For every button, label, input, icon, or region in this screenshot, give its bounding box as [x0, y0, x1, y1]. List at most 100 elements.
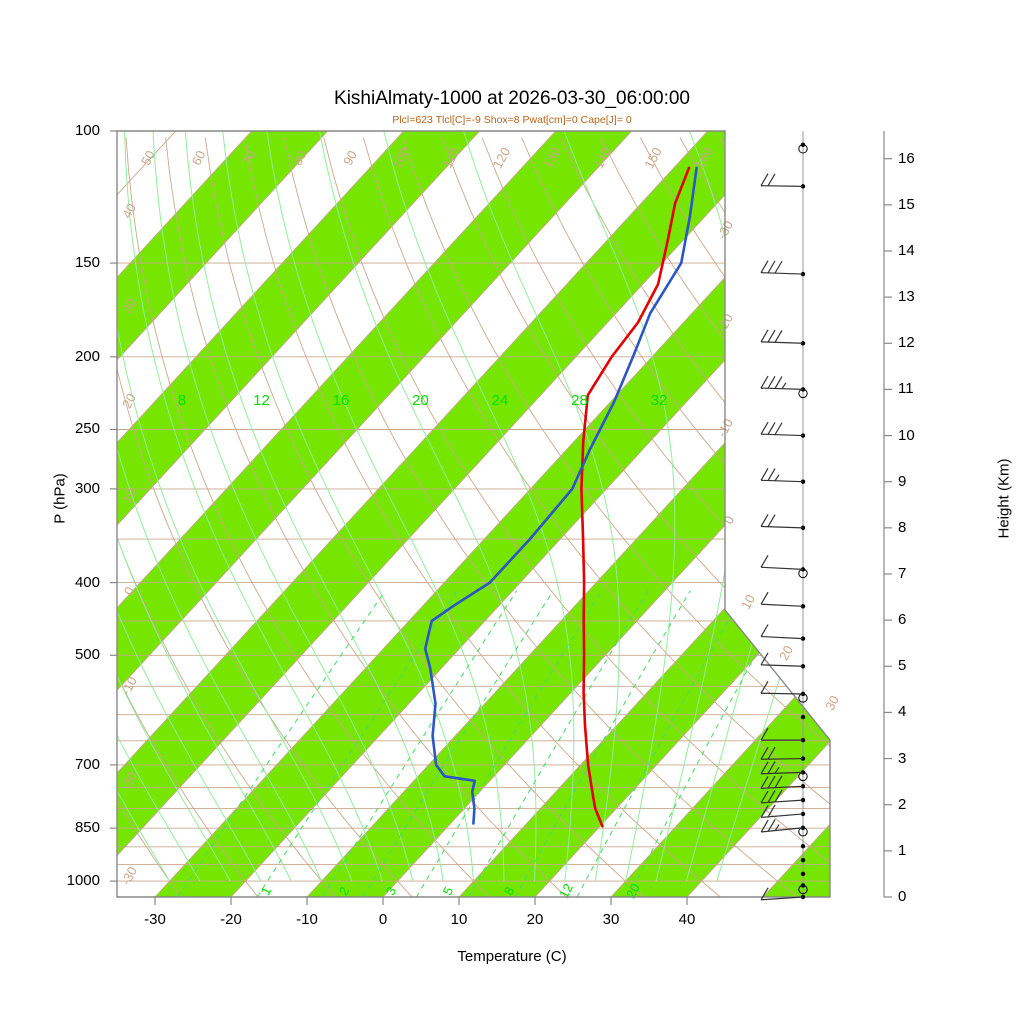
- wind-barb-full: [774, 775, 783, 788]
- dry-adiabat: [165, 137, 567, 897]
- theta-label: 120: [490, 145, 513, 171]
- pressure-tick-label: 500: [74, 646, 100, 664]
- wind-barb-full: [767, 746, 776, 760]
- wind-point: [800, 871, 806, 877]
- dry-adiabat: [244, 137, 721, 897]
- height-tick-label: 16: [898, 149, 915, 167]
- moist-adiabat: [563, 131, 676, 882]
- isotherm-label-left: 20: [119, 391, 139, 411]
- dry-adiabat: [117, 137, 182, 897]
- isotherm-label-right: 10: [738, 592, 758, 612]
- isotherm-label-left: 10: [119, 486, 139, 506]
- isotherm-value-label: 20: [412, 392, 429, 409]
- theta-label: 60: [189, 148, 209, 168]
- shading-band: [117, 131, 784, 897]
- mixing-ratio-line: [362, 590, 554, 897]
- height-tick-label: 11: [898, 380, 914, 398]
- height-tick-label: 2: [898, 795, 907, 813]
- wind-barb-full: [774, 376, 783, 389]
- height-tick-label: 14: [898, 241, 915, 259]
- height-tick-label: 0: [898, 888, 907, 905]
- temperature-profile: [580, 166, 691, 828]
- theta-label: 80: [290, 148, 310, 168]
- wind-barb-full: [767, 514, 776, 527]
- wind-barb-full: [774, 789, 783, 803]
- wind-barb-half: [774, 767, 780, 774]
- theta-label: 70: [239, 148, 259, 168]
- pressure-tick-label: 700: [74, 755, 100, 773]
- wind-barb-shaft: [761, 896, 804, 901]
- wind-barb-full: [760, 375, 769, 389]
- dry-adiabat: [521, 137, 830, 897]
- isotherm-line: [117, 131, 253, 897]
- isotherm-label-left: 0: [121, 584, 138, 597]
- moist-adiabat: [266, 131, 505, 882]
- wind-barb-full: [760, 554, 769, 568]
- isotherm-line: [762, 131, 830, 897]
- wind-barb-half: [774, 824, 780, 831]
- moist-adiabat: [124, 131, 383, 882]
- dry-adiabat: [481, 137, 830, 897]
- wind-barb-shaft: [760, 185, 804, 187]
- dry-adiabat: [323, 137, 830, 897]
- moist-adiabat: [319, 131, 537, 882]
- temperature-tick-label: 10: [450, 911, 468, 928]
- subtitle-indices: Plcl=623 Tlcl[C]=-9 Shox=8 Pwat[cm]=0 Ca…: [392, 114, 632, 126]
- wind-barb-full: [760, 421, 769, 435]
- wind-barb-shaft: [760, 692, 804, 695]
- pressure-tick-label: 400: [74, 573, 100, 591]
- temperature-tick-label: -10: [296, 911, 318, 928]
- pressure-tick-label: 300: [74, 479, 100, 497]
- wind-barb-full: [760, 819, 769, 833]
- dry-adiabat: [402, 137, 830, 897]
- wind-barb-full: [767, 329, 776, 343]
- wind-barb-full: [767, 775, 776, 789]
- wind-barb-full: [767, 375, 776, 389]
- pressure-tick-label: 1000: [66, 872, 100, 890]
- wind-point: [800, 714, 806, 720]
- height-tick-label: 1: [898, 841, 907, 859]
- isotherm-value-label: 28: [571, 392, 588, 409]
- wind-barb-full: [767, 173, 776, 187]
- wind-barb-full: [760, 746, 769, 760]
- wind-level-marker: [798, 771, 808, 782]
- theta-label: 150: [641, 145, 664, 171]
- isotherm-value-label: 24: [492, 392, 509, 409]
- mixing-ratio-label: 20: [623, 881, 643, 901]
- pressure-tick-label: 250: [74, 420, 100, 438]
- wind-barb-shaft: [761, 813, 804, 819]
- wind-barb-shaft: [761, 341, 804, 344]
- wind-barb-full: [760, 887, 769, 901]
- temperature-tick-label: -20: [220, 911, 242, 928]
- isotherm-value-label: 12: [253, 392, 270, 409]
- wind-level-marker: [798, 827, 808, 837]
- mixing-ratio-line: [256, 590, 459, 897]
- mixing-ratio-label: 5: [440, 884, 457, 897]
- height-tick-label: 7: [898, 564, 907, 582]
- temperature-tick-label: 40: [678, 911, 696, 928]
- height-tick-label: 15: [898, 195, 915, 213]
- wind-barb-full: [767, 761, 776, 774]
- isotherm-line: [117, 131, 481, 897]
- height-tick-label: 4: [898, 703, 907, 721]
- wind-level-marker: [798, 144, 808, 154]
- wind-barb-full: [774, 330, 783, 343]
- height-tick-label: 8: [898, 518, 907, 536]
- dry-adiabat: [204, 137, 644, 897]
- dewpoint-profile: [423, 166, 698, 825]
- shading-band: [117, 131, 632, 897]
- shading-band: [459, 131, 830, 897]
- moist-adiabat: [117, 131, 201, 882]
- theta-label: 50: [138, 148, 158, 168]
- wind-level-marker: [798, 884, 808, 895]
- wind-barb-shaft: [761, 525, 804, 529]
- moist-adiabat: [117, 131, 292, 882]
- height-tick-label: 12: [898, 334, 915, 352]
- moist-adiabat: [117, 131, 171, 882]
- moist-adiabat: [222, 131, 475, 882]
- height-tick-label: 13: [898, 288, 915, 306]
- isotherm-line: [117, 131, 709, 897]
- wind-barb-full: [767, 468, 776, 481]
- temperature-tick-label: -30: [144, 911, 166, 928]
